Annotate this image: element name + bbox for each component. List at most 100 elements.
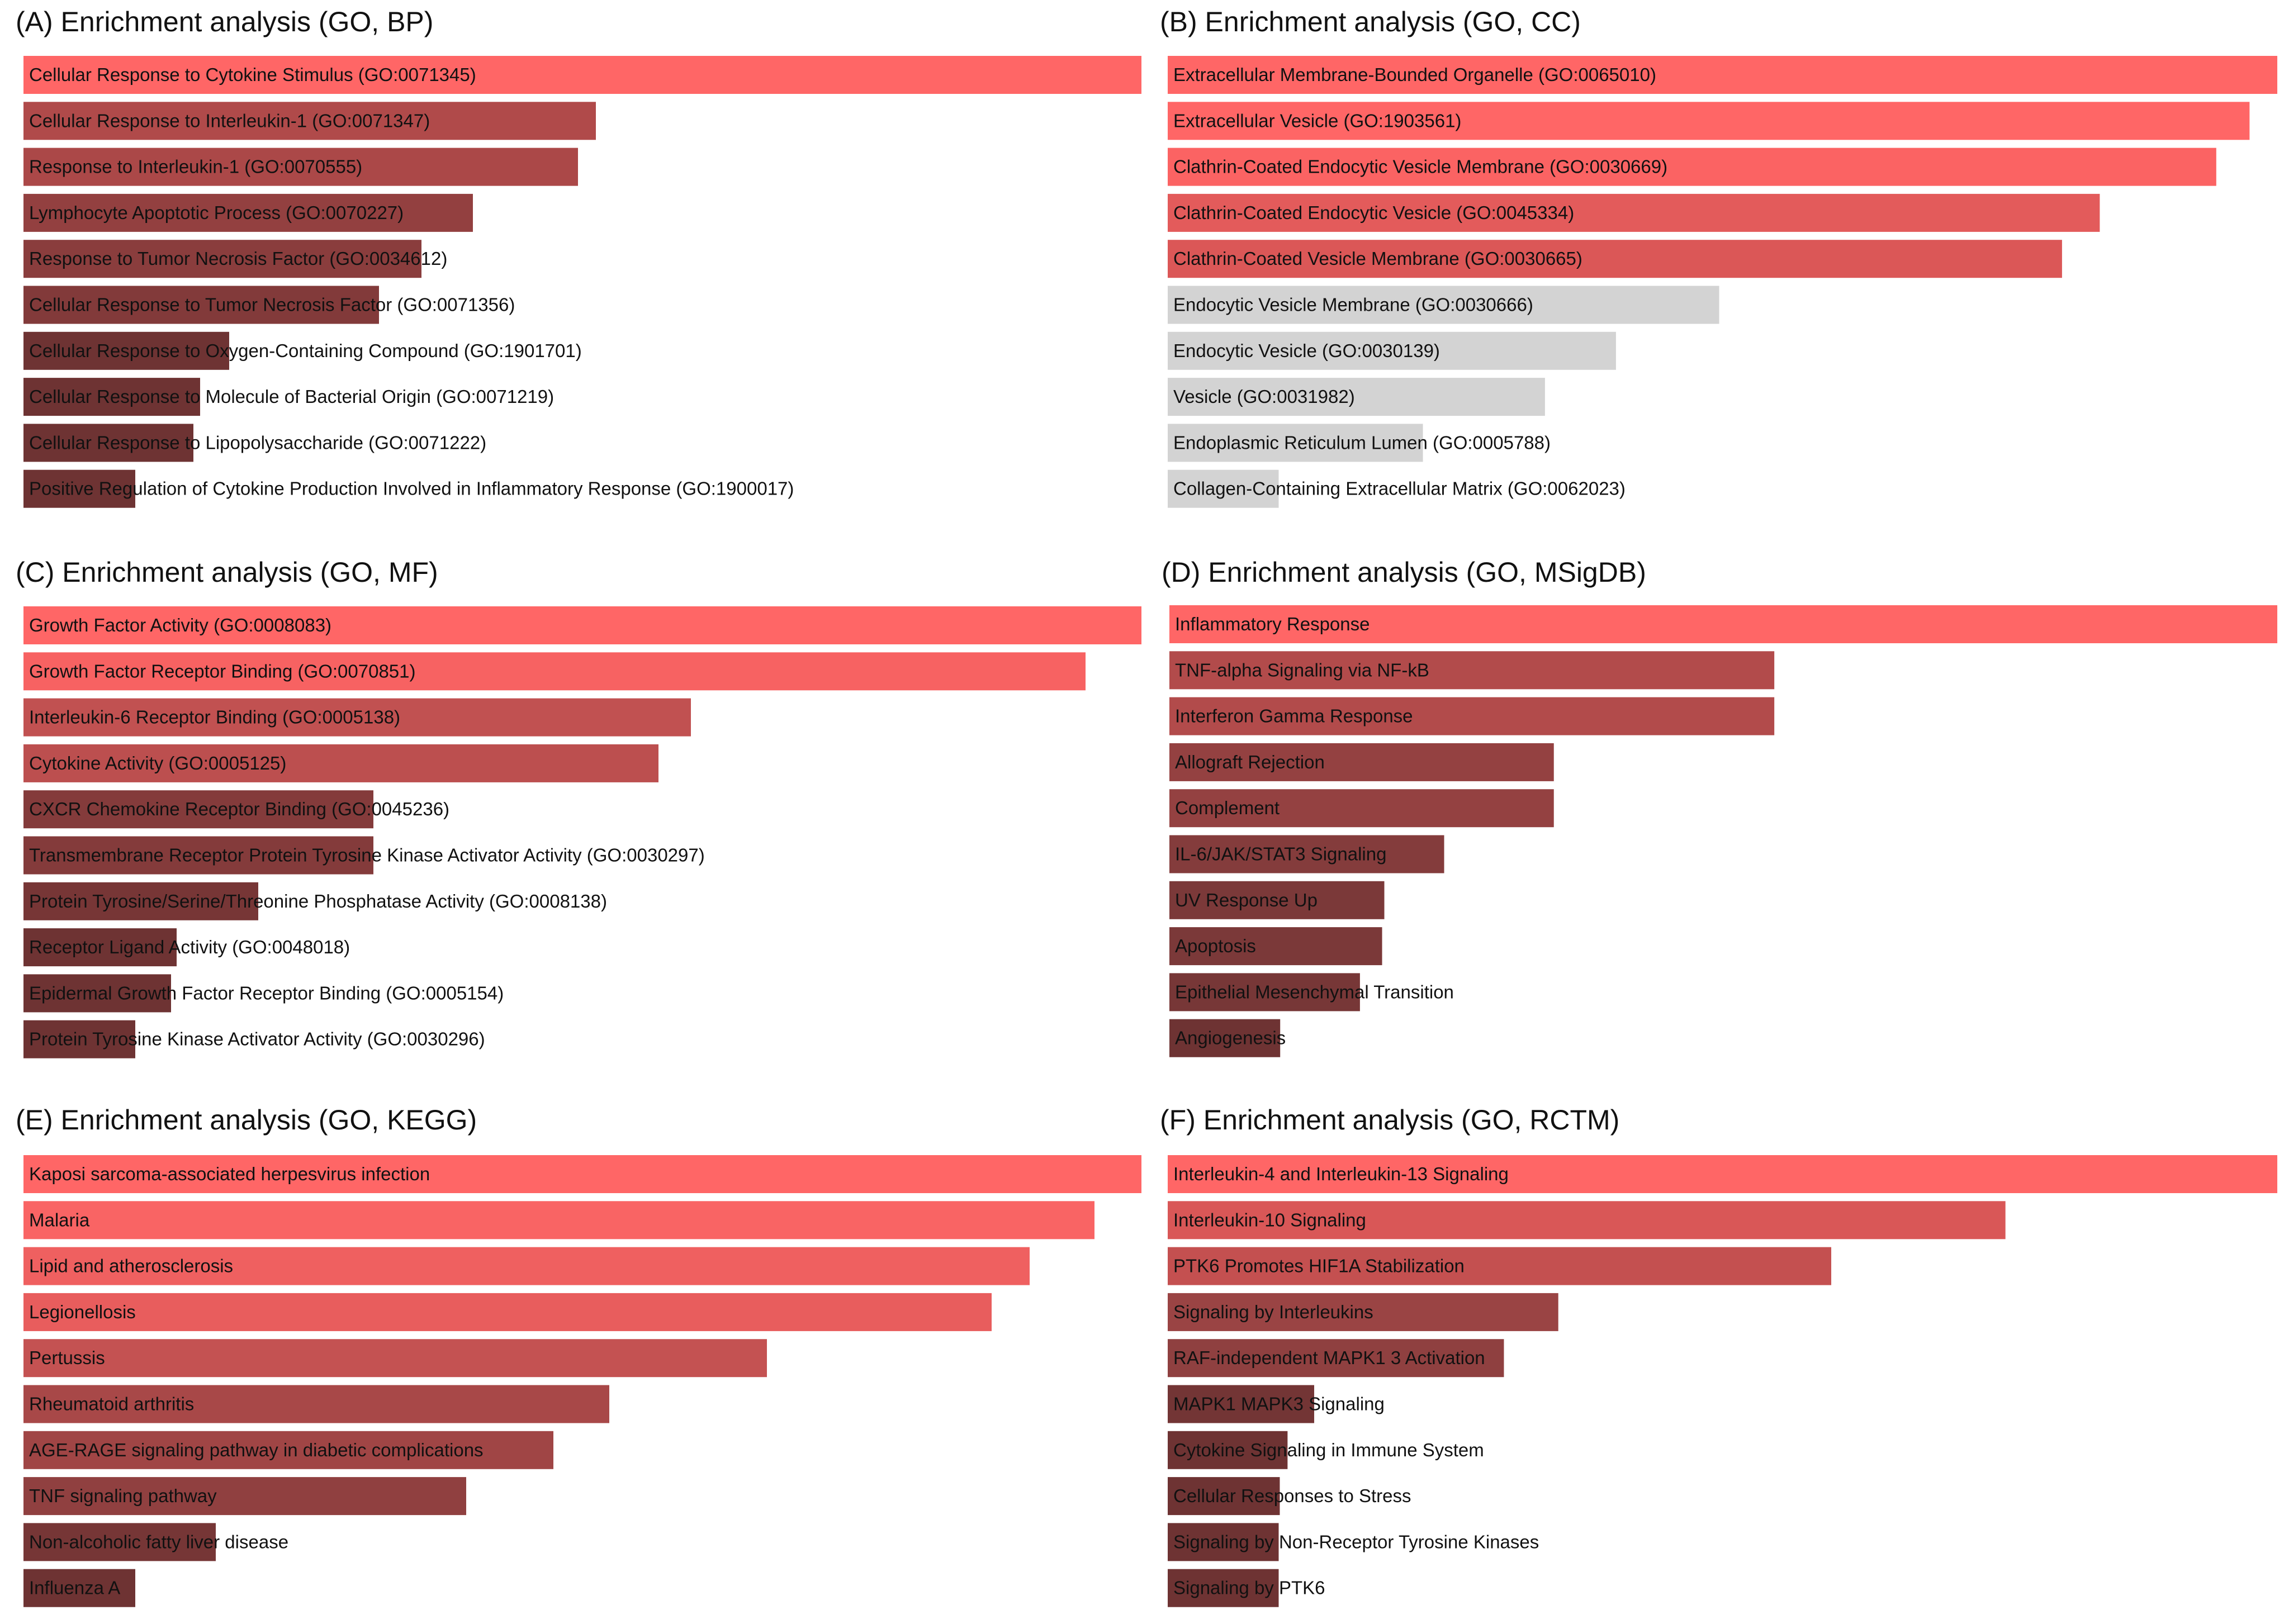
bar (1169, 651, 1775, 690)
bar-label: Endocytic Vesicle (GO:0030139) (1173, 340, 1440, 361)
bar (1169, 605, 2277, 643)
bar-chart-c: Growth Factor Activity (GO:0008083) Growt… (23, 606, 1141, 1058)
bar (1169, 697, 1775, 735)
bar (23, 1247, 1030, 1285)
bar-label: Kaposi sarcoma-associated herpesvirus in… (29, 1164, 430, 1184)
bar (23, 1293, 992, 1331)
bar (23, 1431, 553, 1469)
bar-label: Protein Tyrosine/Serine/Threonine Phosph… (29, 891, 607, 911)
bar (23, 1201, 1094, 1240)
chart-title: (F) Enrichment analysis (GO, RCTM) (1160, 1104, 1620, 1136)
bar-label: Cytokine Activity (GO:0005125) (29, 753, 286, 773)
chart-title: (D) Enrichment analysis (GO, MSigDB) (1162, 557, 1646, 588)
bar-label: Non-alcoholic fatty liver disease (29, 1531, 288, 1552)
bar-label: Lymphocyte Apoptotic Process (GO:0070227… (29, 202, 404, 223)
bar (23, 836, 373, 875)
bar (1168, 1477, 1280, 1516)
bar-label: Cellular Responses to Stress (1173, 1485, 1411, 1506)
bar (1168, 1293, 1558, 1331)
bar-label: Allograft Rejection (1175, 752, 1325, 772)
bar (23, 744, 658, 782)
panel-f: (F) Enrichment analysis (GO, RCTM) Inter… (1160, 1104, 2284, 1624)
bar-chart-b: Extracellular Membrane-Bounded Organelle… (1168, 56, 2277, 508)
bar-label: PTK6 Promotes HIF1A Stabilization (1173, 1256, 1465, 1276)
bar-label: Malaria (29, 1209, 90, 1230)
bar (23, 424, 193, 462)
bar-label: Inflammatory Response (1175, 614, 1370, 634)
bar (1168, 1569, 1279, 1607)
bar (1169, 927, 1382, 966)
bar-label: Epidermal Growth Factor Receptor Binding… (29, 982, 504, 1003)
bar-chart-f: Interleukin-4 and Interleukin-13 Signali… (1168, 1155, 2277, 1607)
bar-label: Extracellular Vesicle (GO:1903561) (1173, 110, 1461, 131)
bar (1168, 469, 1279, 508)
bar-label: Interleukin-6 Receptor Binding (GO:00051… (29, 707, 400, 728)
bar-label: Growth Factor Receptor Binding (GO:00708… (29, 661, 416, 681)
bar-label: Apoptosis (1175, 936, 1256, 956)
bar (23, 286, 379, 324)
bar (23, 1155, 1141, 1193)
bar-label: Signaling by PTK6 (1173, 1578, 1325, 1598)
bar-label: Legionellosis (29, 1302, 136, 1322)
bar-label: Positive Regulation of Cytokine Producti… (29, 478, 794, 499)
bar-label: Epithelial Mesenchymal Transition (1175, 981, 1454, 1002)
bar-label: Endocytic Vesicle Membrane (GO:0030666) (1173, 295, 1533, 315)
bar-label: Cytokine Signaling in Immune System (1173, 1440, 1484, 1460)
bar-label: Angiogenesis (1175, 1028, 1286, 1048)
bar-label: Interleukin-10 Signaling (1173, 1209, 1366, 1230)
bar (23, 193, 473, 232)
bar (23, 378, 200, 416)
bar (23, 56, 1141, 94)
bar-label: Clathrin-Coated Vesicle Membrane (GO:003… (1173, 248, 1582, 269)
bar-label: Growth Factor Activity (GO:0008083) (29, 615, 331, 635)
bar-label: Cellular Response to Oxygen-Containing C… (29, 340, 582, 361)
bar-label: Cellular Response to Cytokine Stimulus (… (29, 64, 476, 85)
panel-b: (B) Enrichment analysis (GO, CC) Extrace… (1160, 6, 2284, 525)
bar-label: Rheumatoid arthritis (29, 1394, 194, 1414)
bar (1169, 881, 1385, 919)
bar-label: Cellular Response to Molecule of Bacteri… (29, 386, 554, 407)
bar-label: Influenza A (29, 1578, 120, 1598)
bar-label: Signaling by Interleukins (1173, 1302, 1373, 1322)
bar (23, 1477, 466, 1516)
bar-label: UV Response Up (1175, 890, 1318, 910)
bar-label: Signaling by Non-Receptor Tyrosine Kinas… (1173, 1531, 1539, 1552)
bar-label: Response to Tumor Necrosis Factor (GO:00… (29, 248, 447, 269)
bar (23, 606, 1141, 644)
bar-label: Transmembrane Receptor Protein Tyrosine … (29, 845, 705, 866)
bar (23, 1020, 135, 1058)
bar (1169, 835, 1444, 873)
bar (23, 882, 258, 920)
bar (23, 102, 596, 140)
bar (23, 698, 691, 737)
bar (1168, 1155, 2277, 1193)
chart-title: (C) Enrichment analysis (GO, MF) (16, 557, 438, 588)
bar (1168, 240, 2062, 278)
bar-label: Interleukin-4 and Interleukin-13 Signali… (1173, 1164, 1509, 1184)
chart-title: (A) Enrichment analysis (GO, BP) (16, 6, 434, 37)
bar-label: Cellular Response to Tumor Necrosis Fact… (29, 295, 515, 315)
bar-chart-d: Inflammatory Response TNF-alpha Signaling… (1169, 605, 2277, 1057)
panel-d: (D) Enrichment analysis (GO, MSigDB) Inf… (1162, 556, 2284, 1076)
panel-a: (A) Enrichment analysis (GO, BP) Cellula… (16, 6, 1145, 525)
bar (1168, 148, 2216, 186)
bar-label: Endoplasmic Reticulum Lumen (GO:0005788) (1173, 432, 1551, 453)
panel-c: (C) Enrichment analysis (GO, MF) Growth … (16, 556, 1145, 1076)
bar-label: Complement (1175, 797, 1280, 818)
bar-label: Vesicle (GO:0031982) (1173, 386, 1355, 407)
bar-label: Response to Interleukin-1 (GO:0070555) (29, 156, 362, 177)
bar (23, 240, 421, 278)
bar-label: Interferon Gamma Response (1175, 706, 1413, 726)
bar-label: Lipid and atherosclerosis (29, 1256, 233, 1276)
chart-title: (E) Enrichment analysis (GO, KEGG) (16, 1104, 477, 1136)
bar (1168, 331, 1616, 370)
bar (1168, 424, 1423, 462)
bar (1168, 1431, 1288, 1469)
bar (1169, 1019, 1281, 1057)
panel-e: (E) Enrichment analysis (GO, KEGG) Kapos… (16, 1104, 1145, 1624)
bar (1169, 973, 1360, 1012)
bar (23, 1569, 135, 1607)
bar-label: Pertussis (29, 1347, 105, 1368)
bar (1168, 102, 2250, 140)
bar-chart-e: Kaposi sarcoma-associated herpesvirus in… (23, 1155, 1141, 1607)
